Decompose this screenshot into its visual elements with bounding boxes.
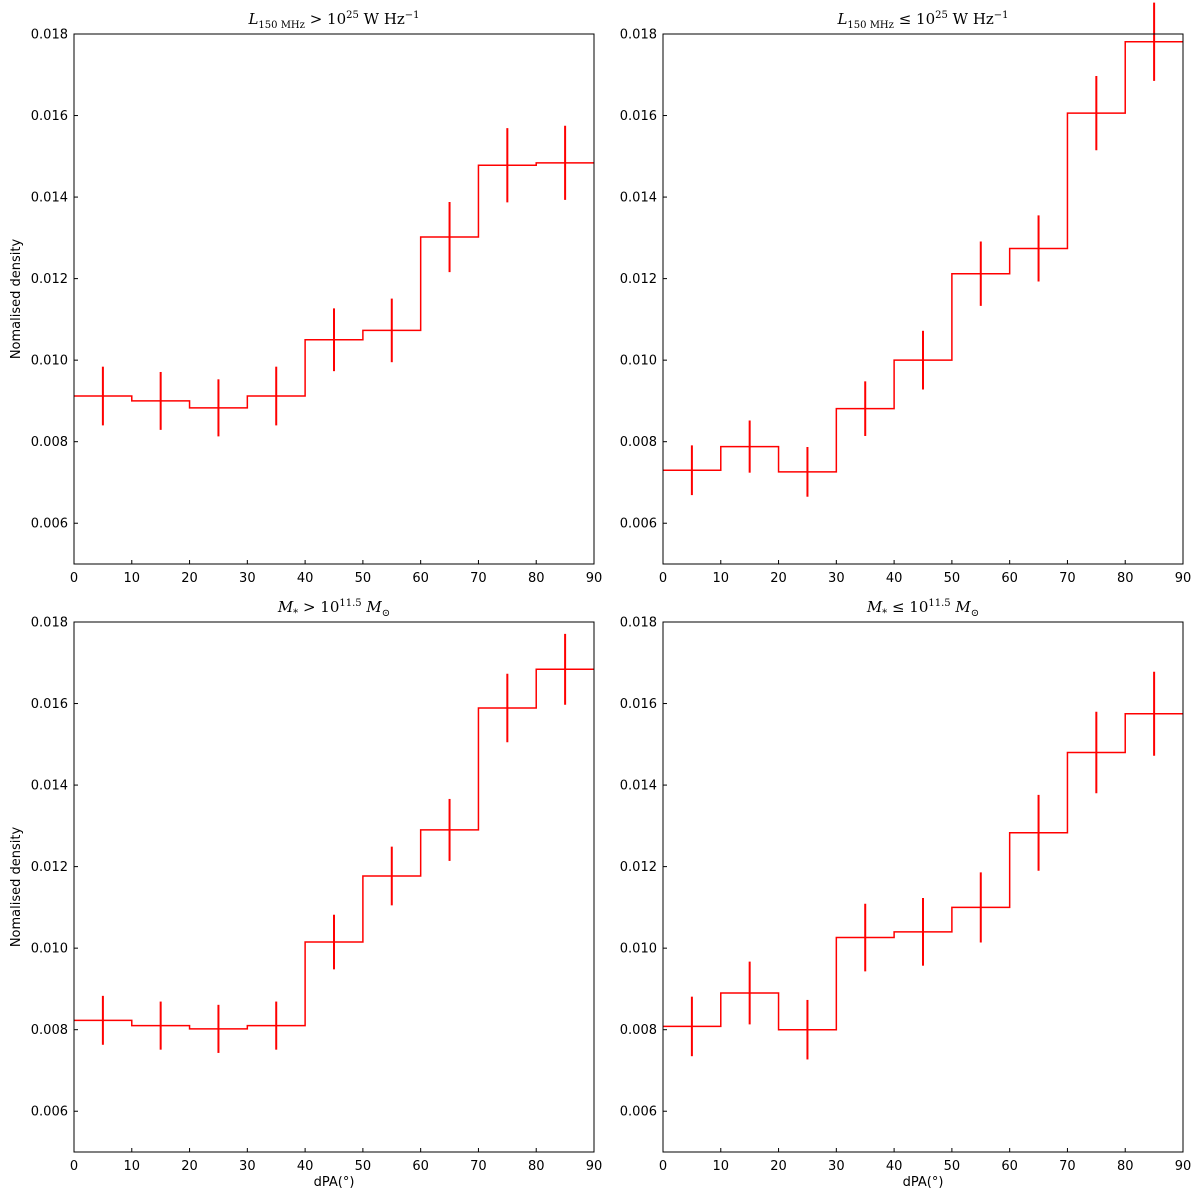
y-tick-label: 0.016: [620, 697, 657, 712]
y-tick-label: 0.014: [620, 191, 657, 206]
y-tick-label: 0.006: [31, 1105, 68, 1120]
x-tick-label: 90: [586, 571, 603, 586]
plot-frame: [662, 621, 1184, 1153]
x-tick-label: 20: [181, 571, 198, 586]
x-tick-label: 90: [1175, 1159, 1192, 1174]
x-tick-label: 10: [713, 571, 730, 586]
x-axis-label: dPA(°): [314, 1175, 355, 1190]
y-tick-label: 0.016: [31, 109, 68, 124]
series-step-line: [74, 668, 594, 1030]
panel-title: L150 MHz > 1025 W Hz−1: [247, 10, 419, 31]
x-tick-label: 10: [124, 571, 141, 586]
panel-2: L150 MHz ≤ 1025 W Hz−1 0 10 20 30 40 50 60 70 80 9…: [620, 2, 1192, 586]
panel-1: L150 MHz > 1025 W Hz−1 0 10 20 30 40 50 60 70 80 9…: [9, 10, 602, 586]
x-tick-label: 50: [355, 1159, 372, 1174]
x-tick-label: 60: [412, 1159, 429, 1174]
y-tick-label: 0.010: [31, 942, 68, 957]
x-tick-label: 40: [297, 1159, 314, 1174]
x-tick-label: 80: [528, 1159, 545, 1174]
y-tick-label: 0.014: [620, 779, 657, 794]
x-tick-label: 50: [944, 571, 961, 586]
x-tick-label: 0: [70, 1159, 78, 1174]
y-tick-label: 0.008: [31, 435, 68, 450]
panel-4: M* ≤ 1011.5 M⊙ 0 10 20 30 40 50 60 70 80 90 0.006 0.…: [620, 598, 1191, 1190]
y-tick-label: 0.018: [620, 616, 657, 631]
x-tick-label: 70: [470, 571, 487, 586]
x-tick-label: 20: [770, 1159, 787, 1174]
y-axis-label: Nomalised density: [9, 827, 24, 948]
y-tick-label: 0.018: [620, 28, 657, 43]
plot-frame: [73, 621, 595, 1153]
series-step-line: [663, 40, 1183, 473]
x-tick-label: 20: [770, 571, 787, 586]
y-tick-label: 0.006: [620, 1105, 657, 1120]
y-tick-label: 0.012: [31, 860, 68, 875]
x-tick-label: 0: [659, 571, 667, 586]
y-tick-label: 0.014: [31, 779, 68, 794]
x-tick-label: 40: [886, 1159, 903, 1174]
y-tick-label: 0.010: [620, 354, 657, 369]
x-tick-label: 30: [239, 1159, 256, 1174]
x-tick-label: 60: [412, 571, 429, 586]
x-tick-label: 90: [1175, 571, 1192, 586]
x-tick-label: 10: [713, 1159, 730, 1174]
y-tick-label: 0.018: [31, 616, 68, 631]
x-tick-label: 50: [355, 571, 372, 586]
y-tick-label: 0.012: [31, 272, 68, 287]
series-step-line: [663, 712, 1183, 1031]
y-tick-label: 0.008: [620, 435, 657, 450]
y-tick-label: 0.014: [31, 191, 68, 206]
x-tick-label: 30: [239, 571, 256, 586]
x-tick-label: 70: [470, 1159, 487, 1174]
x-tick-label: 30: [828, 571, 845, 586]
y-tick-label: 0.012: [620, 272, 657, 287]
y-tick-label: 0.008: [620, 1023, 657, 1038]
y-tick-label: 0.018: [31, 28, 68, 43]
y-axis-label: Nomalised density: [9, 239, 24, 360]
x-tick-label: 60: [1001, 571, 1018, 586]
y-tick-label: 0.010: [620, 942, 657, 957]
x-tick-label: 80: [528, 571, 545, 586]
x-tick-label: 40: [297, 571, 314, 586]
x-tick-label: 90: [586, 1159, 603, 1174]
y-tick-label: 0.008: [31, 1023, 68, 1038]
y-tick-label: 0.016: [31, 697, 68, 712]
x-tick-label: 20: [181, 1159, 198, 1174]
x-tick-label: 80: [1117, 571, 1134, 586]
panel-title: L150 MHz ≤ 1025 W Hz−1: [836, 10, 1008, 31]
x-tick-label: 0: [70, 571, 78, 586]
x-tick-label: 30: [828, 1159, 845, 1174]
x-tick-label: 70: [1059, 571, 1076, 586]
x-axis-label: dPA(°): [903, 1175, 944, 1190]
plot-frame: [73, 33, 595, 565]
x-tick-label: 40: [886, 571, 903, 586]
y-tick-label: 0.006: [620, 517, 657, 532]
x-tick-label: 10: [124, 1159, 141, 1174]
y-tick-label: 0.016: [620, 109, 657, 124]
x-tick-label: 80: [1117, 1159, 1134, 1174]
y-tick-label: 0.012: [620, 860, 657, 875]
panel-3: M* > 1011.5 M⊙ 0 10 20 30 40 50 60 70 80 90 0.006 0.…: [9, 598, 602, 1190]
x-tick-label: 70: [1059, 1159, 1076, 1174]
x-tick-label: 60: [1001, 1159, 1018, 1174]
x-tick-label: 0: [659, 1159, 667, 1174]
y-tick-label: 0.006: [31, 517, 68, 532]
panel-title: M* > 1011.5 M⊙: [277, 598, 390, 619]
panel-title: M* ≤ 1011.5 M⊙: [866, 598, 979, 619]
plot-frame: [662, 33, 1184, 565]
y-tick-label: 0.010: [31, 354, 68, 369]
x-tick-label: 50: [944, 1159, 961, 1174]
